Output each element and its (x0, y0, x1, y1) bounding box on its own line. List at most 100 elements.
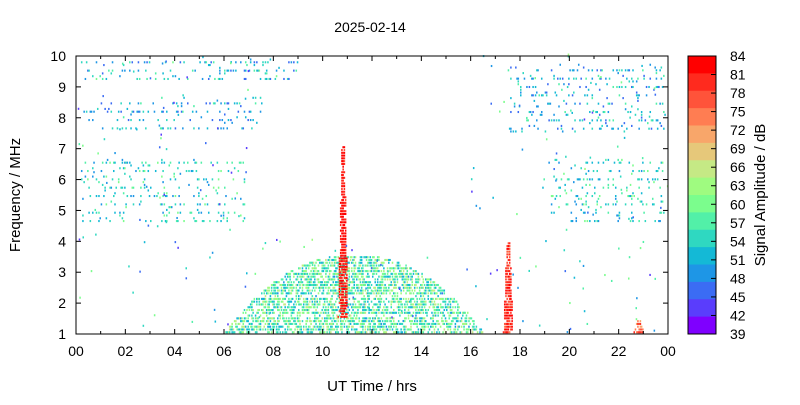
heatmap-cell (448, 325, 450, 328)
heatmap-cell (322, 325, 325, 328)
heatmap-cell (363, 300, 365, 303)
heatmap-cell (344, 257, 347, 260)
heatmap-cell (258, 69, 261, 72)
heatmap-cell (533, 124, 536, 127)
heatmap-cell (346, 264, 348, 267)
heatmap-cell (416, 278, 418, 281)
heatmap-cell (301, 275, 304, 278)
heatmap-cell (302, 325, 305, 328)
heatmap-cell (242, 220, 245, 223)
heatmap-cell (454, 300, 457, 303)
heatmap-cell (405, 264, 407, 267)
heatmap-cell (327, 275, 330, 278)
heatmap-cell (362, 278, 364, 281)
heatmap-cell (249, 325, 252, 328)
heatmap-cell (397, 311, 400, 314)
heatmap-cell (299, 267, 301, 270)
heatmap-cell (660, 211, 663, 214)
heatmap-cell (344, 243, 347, 246)
heatmap-cell (293, 308, 295, 312)
heatmap-cell (339, 279, 342, 282)
heatmap-cell (285, 331, 288, 334)
heatmap-cell (448, 300, 450, 303)
heatmap-cell (359, 270, 362, 273)
heatmap-cell (624, 203, 627, 206)
heatmap-cell (206, 203, 209, 206)
heatmap-cell (254, 314, 257, 317)
heatmap-cell (616, 69, 618, 72)
heatmap-cell (262, 247, 264, 250)
heatmap-cell (294, 317, 296, 320)
heatmap-cell (291, 297, 294, 300)
heatmap-cell (417, 328, 420, 331)
heatmap-cell (421, 308, 423, 312)
heatmap-cell (330, 317, 332, 320)
heatmap-cell (355, 283, 358, 287)
heatmap-cell (343, 262, 346, 266)
heatmap-cell (251, 300, 253, 303)
heatmap-cell (327, 264, 330, 267)
heatmap-cell (243, 320, 246, 323)
heatmap-cell (364, 297, 367, 300)
heatmap-cell (312, 267, 315, 270)
heatmap-cell (343, 249, 346, 252)
heatmap-cell (284, 331, 286, 334)
heatmap-cell (454, 317, 457, 320)
heatmap-cell (224, 113, 226, 116)
heatmap-cell (431, 325, 433, 328)
heatmap-cell (290, 311, 293, 314)
heatmap-cell (369, 258, 372, 262)
heatmap-cell (279, 325, 282, 328)
heatmap-cell (349, 289, 352, 292)
heatmap-cell (347, 311, 349, 314)
heatmap-cell (511, 300, 513, 303)
heatmap-cell (649, 161, 652, 164)
heatmap-cell (471, 325, 474, 328)
heatmap-cell (594, 220, 596, 223)
heatmap-cell (385, 311, 388, 314)
heatmap-cell (341, 276, 343, 279)
heatmap-cell (299, 275, 301, 278)
heatmap-cell (145, 127, 147, 130)
heatmap-cell (339, 272, 342, 275)
heatmap-cell (148, 61, 151, 64)
heatmap-cell (341, 331, 343, 334)
heatmap-cell (418, 308, 421, 312)
heatmap-cell (375, 264, 378, 267)
heatmap-cells (77, 53, 669, 334)
heatmap-cell (100, 203, 103, 206)
heatmap-cell (346, 272, 348, 275)
heatmap-cell (396, 322, 399, 325)
heatmap-cell (505, 286, 507, 289)
heatmap-cell (267, 289, 269, 292)
heatmap-cell (663, 74, 665, 77)
heatmap-cell (359, 261, 362, 264)
heatmap-cell (638, 127, 640, 130)
heatmap-cell (226, 217, 228, 220)
heatmap-cell (332, 289, 335, 292)
heatmap-cell (368, 281, 370, 284)
heatmap-cell (423, 289, 426, 292)
heatmap-cell (231, 322, 233, 325)
heatmap-cell (407, 314, 410, 317)
heatmap-cell (506, 286, 508, 289)
heatmap-cell (629, 116, 631, 119)
heatmap-cell (367, 272, 369, 275)
heatmap-cell (406, 286, 409, 289)
heatmap-cell (161, 161, 163, 164)
heatmap-cell (381, 283, 384, 287)
heatmap-cell (211, 178, 214, 181)
heatmap-cell (294, 306, 296, 309)
heatmap-cell (372, 331, 374, 334)
heatmap-cell (349, 292, 352, 295)
heatmap-cell (247, 317, 249, 320)
colorbar-tick-label: 63 (730, 178, 746, 194)
heatmap-cell (275, 75, 278, 78)
heatmap-cell (120, 110, 122, 113)
heatmap-cell (429, 289, 432, 292)
heatmap-cell (230, 328, 232, 331)
heatmap-cell (119, 211, 121, 214)
heatmap-cell (214, 102, 216, 105)
heatmap-cell (423, 303, 426, 306)
heatmap-cell (194, 161, 196, 164)
